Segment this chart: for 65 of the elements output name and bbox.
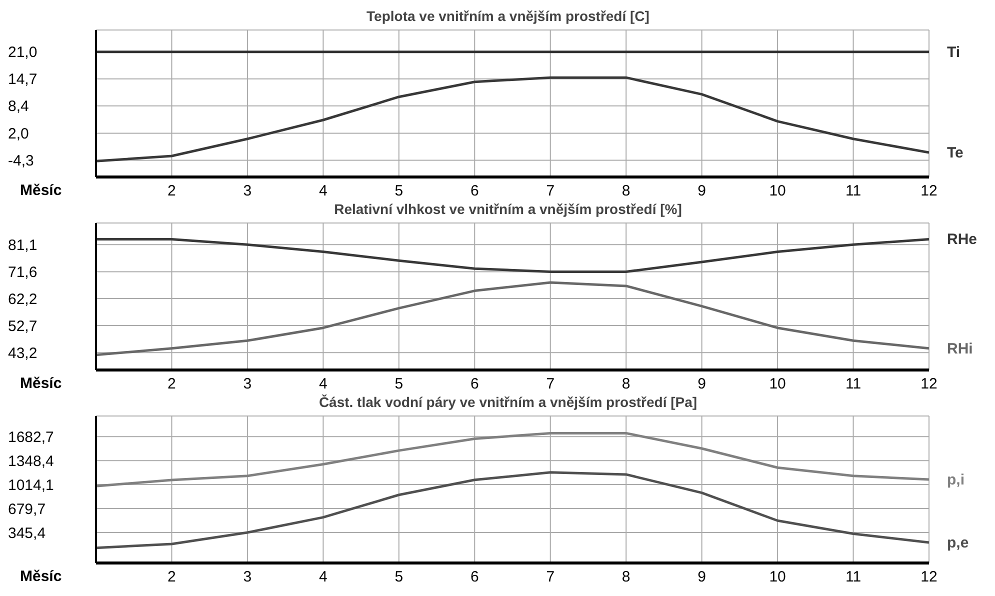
y-tick-label: 21,0 <box>8 44 38 62</box>
chart-title: Teplota ve vnitřním a vnějším prostředí [C] <box>366 8 650 24</box>
line-series <box>96 281 929 356</box>
series-label: Te <box>947 144 964 162</box>
series-label: Ti <box>947 44 960 61</box>
y-tick-label: 8,4 <box>8 98 29 116</box>
x-tick-label: 5 <box>394 376 404 393</box>
x-tick-label: 5 <box>394 568 404 586</box>
x-tick-label: 11 <box>845 376 862 393</box>
x-tick-label: 10 <box>769 376 786 393</box>
x-tick-label: 12 <box>920 568 938 586</box>
series-label: p,i <box>947 471 964 488</box>
x-tick-label: 12 <box>920 182 938 200</box>
x-axis-title: Měsíc <box>20 568 62 585</box>
y-tick-label: 345,4 <box>8 524 46 542</box>
y-tick-label: 2,0 <box>8 126 29 143</box>
x-tick-label: 3 <box>243 182 252 200</box>
x-tick-label: 2 <box>168 568 176 586</box>
y-tick-label: 1348,4 <box>8 452 54 470</box>
y-tick-label: 62,2 <box>8 290 38 308</box>
y-tick-label: 81,1 <box>8 236 38 254</box>
y-tick-label: 71,6 <box>8 264 38 282</box>
line-series <box>96 238 929 273</box>
x-tick-label: 11 <box>845 182 862 200</box>
x-tick-label: 8 <box>622 568 630 586</box>
x-tick-label: 9 <box>698 568 706 586</box>
chart-title: Relativní vlhkost ve vnitřním a vnějším prostředí [%] <box>333 201 683 217</box>
y-tick-label: 1682,7 <box>8 428 54 446</box>
x-tick-label: 10 <box>769 568 786 586</box>
x-tick-label: 4 <box>319 568 328 586</box>
y-tick-label: -4,3 <box>8 152 34 170</box>
y-tick-label: 679,7 <box>8 500 46 518</box>
x-tick-label: 7 <box>546 568 555 586</box>
x-tick-label: 6 <box>470 568 479 586</box>
x-axis-title: Měsíc <box>20 182 62 199</box>
x-tick-label: 7 <box>546 376 555 393</box>
series-label: RHi <box>947 340 973 358</box>
x-tick-label: 8 <box>622 376 630 393</box>
line-series <box>96 471 929 550</box>
x-tick-label: 9 <box>698 182 706 200</box>
series-label: RHe <box>947 231 978 248</box>
x-tick-label: 10 <box>769 182 786 200</box>
chart-title: Část. tlak vodní páry ve vnitřním a vnějším prostředí [Pa] <box>318 394 698 410</box>
y-tick-label: 1014,1 <box>8 476 54 494</box>
y-tick-label: 43,2 <box>8 344 38 362</box>
y-tick-label: 14,7 <box>8 71 38 88</box>
x-tick-label: 2 <box>168 182 176 200</box>
x-tick-label: 2 <box>168 376 176 393</box>
x-tick-label: 4 <box>319 376 328 393</box>
y-tick-label: 52,7 <box>8 318 38 335</box>
x-tick-label: 8 <box>622 182 630 200</box>
x-tick-label: 5 <box>394 182 404 200</box>
x-tick-label: 7 <box>546 182 555 200</box>
x-axis-title: Měsíc <box>20 375 62 392</box>
x-tick-label: 3 <box>243 568 252 586</box>
x-tick-label: 12 <box>920 376 938 393</box>
x-tick-label: 9 <box>698 376 706 393</box>
x-tick-label: 3 <box>243 376 252 393</box>
x-tick-label: 6 <box>470 376 479 393</box>
series-label: p,e <box>947 534 969 552</box>
x-tick-label: 6 <box>470 182 479 200</box>
x-tick-label: 4 <box>319 182 328 200</box>
line-series <box>96 76 929 162</box>
x-tick-label: 11 <box>845 568 862 586</box>
line-series <box>96 432 929 488</box>
